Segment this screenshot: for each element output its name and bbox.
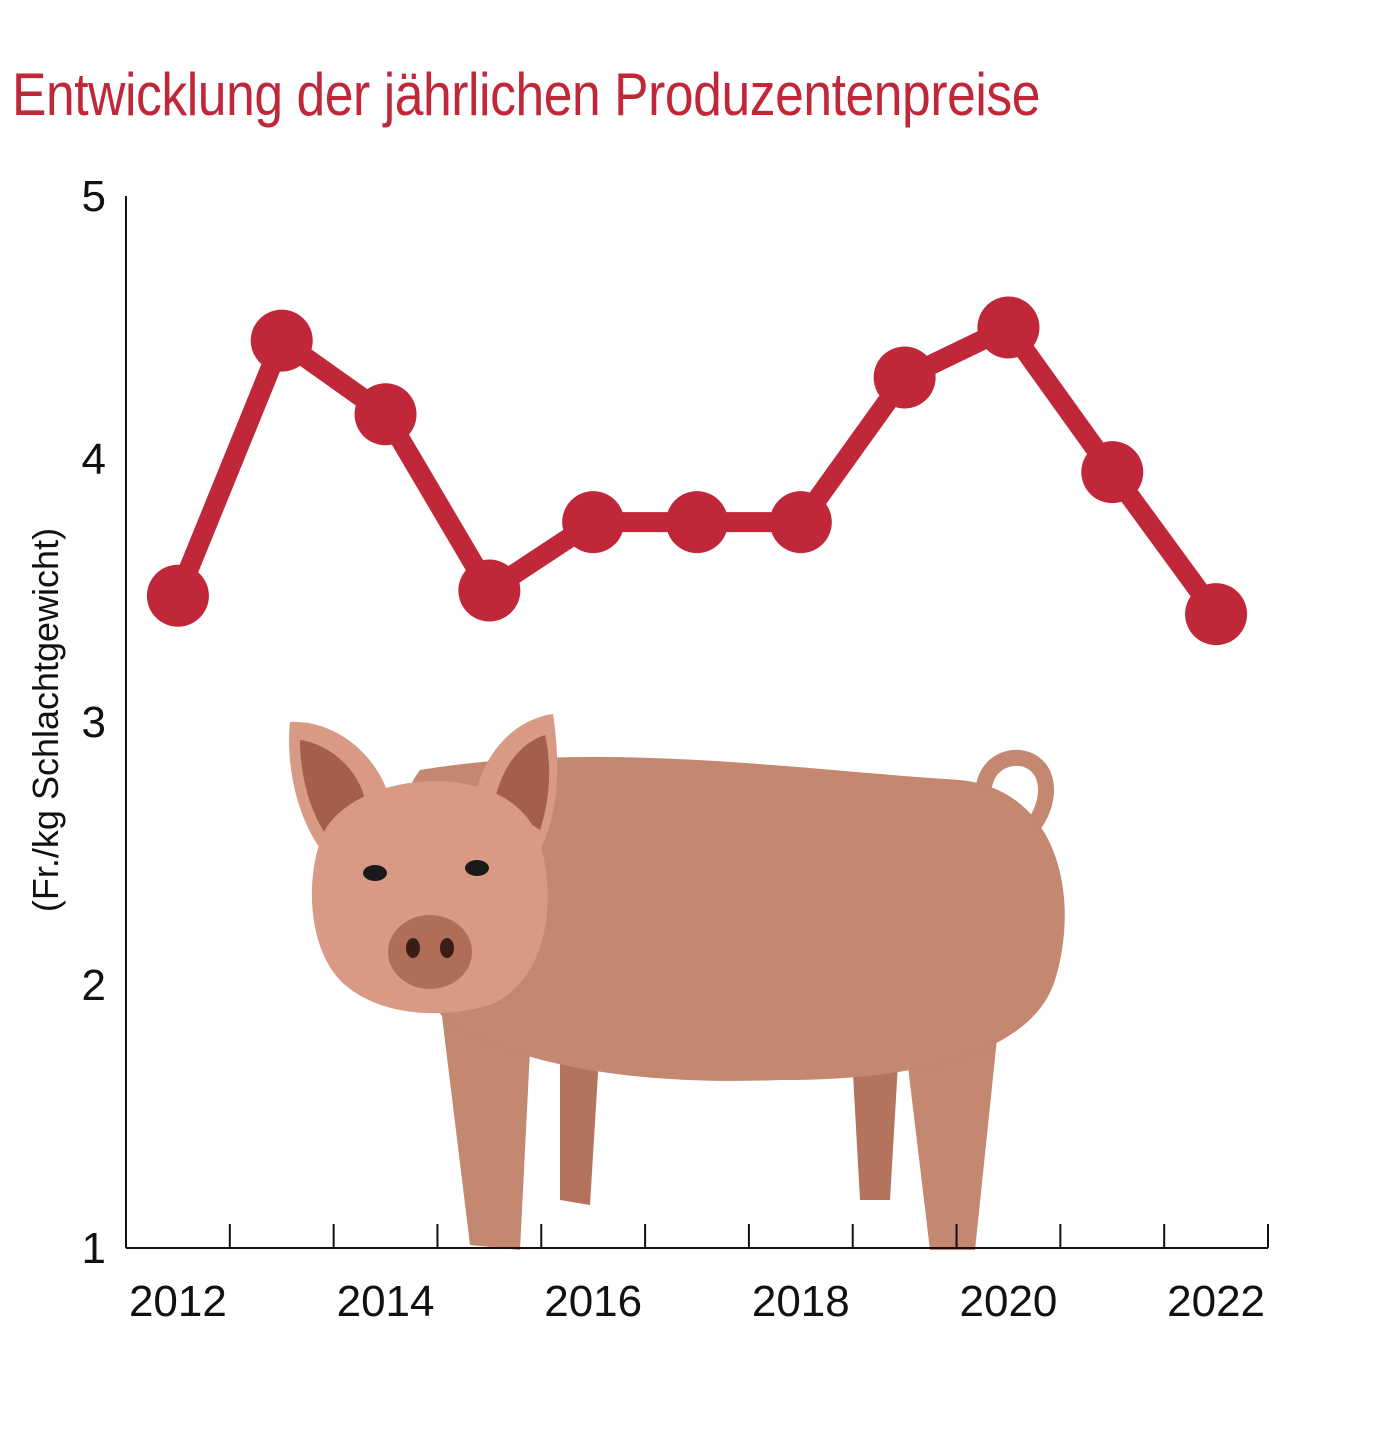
- data-point-2014: [354, 383, 417, 446]
- chart-title: Entwicklung der jährlichen Produzentenpr…: [12, 61, 1041, 128]
- data-point-2012: [146, 564, 209, 627]
- data-point-2016: [562, 491, 625, 554]
- y-tick-label: 4: [82, 435, 106, 484]
- y-axis-label: (Fr./kg Schlachtgewicht): [25, 528, 66, 912]
- data-point-2018: [769, 491, 832, 554]
- data-point-2015: [458, 559, 521, 622]
- x-tick-label: 2014: [337, 1277, 435, 1326]
- x-tick-label: 2020: [960, 1277, 1058, 1326]
- y-tick-label: 2: [82, 961, 106, 1010]
- axes: 1 2 3 4 5 2012 2014 2016 2018 2020 2022: [82, 172, 1269, 1326]
- y-tick-label: 1: [82, 1224, 106, 1273]
- y-tick-label: 5: [82, 172, 106, 221]
- data-point-2017: [666, 491, 728, 554]
- y-tick-label: 3: [82, 698, 106, 747]
- x-tick-label: 2016: [544, 1277, 642, 1326]
- series-line: [146, 296, 1248, 646]
- pig-illustration: [289, 714, 1065, 1250]
- data-point-2021: [1081, 441, 1144, 504]
- x-tick-label: 2018: [752, 1277, 850, 1326]
- data-point-2020: [977, 296, 1040, 359]
- x-tick-label: 2012: [129, 1277, 227, 1326]
- data-point-2013: [250, 309, 313, 372]
- price-line: [168, 317, 1225, 621]
- data-point-2022: [1185, 583, 1248, 646]
- x-tick-label: 2022: [1167, 1277, 1265, 1326]
- data-point-2019: [873, 346, 936, 409]
